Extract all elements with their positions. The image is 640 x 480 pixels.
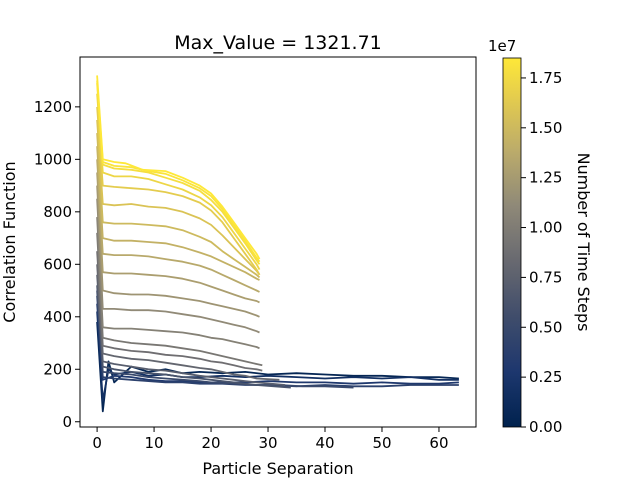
series-line-7 — [96, 264, 280, 381]
x-axis-ticks: 0 10 20 30 40 50 60 — [92, 427, 449, 452]
series-line-18 — [96, 106, 261, 276]
series-line-22 — [96, 75, 261, 260]
x-tick-label: 50 — [372, 434, 391, 452]
series-line-17 — [96, 119, 261, 276]
colorbar-tick-label: 0.25 — [529, 368, 562, 386]
x-tick-label: 60 — [429, 434, 448, 452]
colorbar-ticks: 0.00 0.25 0.50 0.75 1.00 1.25 1.50 1.75 — [521, 69, 562, 436]
y-tick-label: 600 — [43, 255, 72, 273]
series-line-1 — [96, 311, 459, 402]
colorbar-tick-label: 1.50 — [529, 119, 562, 137]
x-tick-label: 40 — [315, 434, 334, 452]
y-tick-label: 1200 — [34, 98, 72, 116]
colorbar-tick-label: 0.00 — [529, 418, 562, 436]
series-line-14 — [96, 159, 260, 293]
series-line-20 — [96, 83, 261, 265]
colorbar-tick-label: 1.25 — [529, 169, 562, 187]
series-line-10 — [96, 217, 260, 350]
plot-lines — [96, 75, 459, 413]
y-tick-label: 800 — [43, 203, 72, 221]
series-line-0 — [96, 321, 459, 413]
series-line-19 — [96, 93, 261, 271]
colorbar — [502, 57, 522, 428]
colorbar-tick-label: 1.00 — [529, 219, 562, 237]
y-axis-label: Correlation Function — [0, 161, 19, 322]
y-tick-label: 200 — [43, 360, 72, 378]
series-line-12 — [96, 185, 260, 318]
series-line-11 — [96, 198, 260, 334]
chart-title: Max_Value = 1321.71 — [174, 32, 382, 54]
series-line-8 — [96, 251, 263, 372]
x-tick-label: 20 — [202, 434, 221, 452]
x-axis-label: Particle Separation — [202, 459, 353, 478]
colorbar-tick-label: 0.50 — [529, 318, 562, 336]
series-line-15 — [96, 146, 260, 281]
y-tick-label: 0 — [62, 413, 72, 431]
y-tick-label: 400 — [43, 308, 72, 326]
series-line-4 — [96, 290, 354, 389]
series-line-13 — [96, 172, 260, 304]
series-line-5 — [96, 285, 291, 389]
colorbar-tick-label: 1.75 — [529, 69, 562, 87]
x-tick-label: 0 — [92, 434, 102, 452]
colorbar-label: Number of Time Steps — [574, 153, 593, 332]
series-line-9 — [96, 232, 263, 367]
plot-frame — [79, 56, 477, 428]
colorbar-tick-label: 0.75 — [529, 268, 562, 286]
series-line-6 — [96, 274, 286, 386]
series-line-16 — [96, 133, 261, 279]
y-tick-label: 1000 — [34, 150, 72, 168]
y-axis-ticks: 0 200 400 600 800 1000 1200 — [34, 98, 80, 431]
series-line-21 — [96, 80, 261, 263]
x-tick-label: 10 — [145, 434, 164, 452]
colorbar-offset-label: 1e7 — [488, 37, 516, 55]
x-tick-label: 30 — [258, 434, 277, 452]
